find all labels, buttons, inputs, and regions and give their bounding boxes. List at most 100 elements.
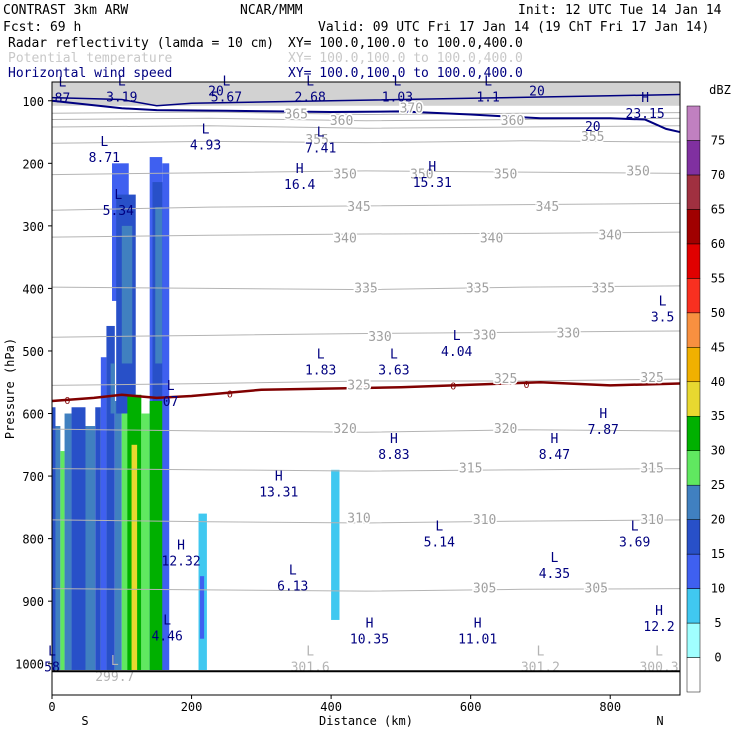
colorbar-tick-label: 65 — [711, 202, 725, 216]
theta-line — [51, 125, 681, 129]
wind-extremum-value: 12.2 — [643, 620, 674, 635]
wind-extremum-value: 7.87 — [588, 423, 619, 438]
reflectivity-cell — [52, 407, 56, 670]
wind-extremum-type: L — [317, 126, 325, 141]
y-tick-label: 600 — [22, 408, 44, 422]
wind-extremum-value: 15.31 — [413, 176, 452, 191]
zero-wind-line — [51, 380, 681, 403]
colorbar-tick-label: 45 — [711, 340, 725, 354]
zero-wind-mark: 0 — [227, 390, 233, 401]
forecast-hour: Fcst: 69 h — [3, 20, 81, 35]
colorbar-tick-label: 75 — [711, 133, 725, 147]
wind-extremum-value: 7.41 — [305, 142, 336, 157]
reflectivity-cell — [55, 426, 61, 670]
field-xy: XY= 100.0,100.0 to 100.0,400.0 — [288, 36, 523, 51]
reflectivity-cell — [95, 407, 101, 670]
theta-label: 360 — [330, 114, 353, 129]
theta-label: 365 — [284, 108, 307, 123]
wind-extremum-type: L — [390, 348, 398, 363]
wind-extremum-value: 87 — [55, 92, 71, 107]
theta-line — [51, 588, 681, 592]
wind-extremum-value: 6.13 — [277, 579, 308, 594]
reflectivity-cell — [121, 413, 129, 670]
wind-extremum-value: 13.31 — [259, 486, 298, 501]
field-xy: XY= 100.0,100.0 to 100.0,400.0 — [288, 51, 523, 66]
reflectivity-fill — [52, 157, 340, 670]
zero-wind-mark: 0 — [450, 381, 456, 392]
y-axis-label: Pressure (hPa) — [3, 338, 17, 439]
wind-extremum-value: 4.35 — [539, 567, 570, 582]
colorbar-tick-label: 35 — [711, 409, 725, 423]
valid-time: Valid: 09 UTC Fri 17 Jan 14 (19 ChT Fri … — [318, 20, 709, 35]
wind-extremum-value: 16.4 — [284, 178, 315, 193]
colorbar-tick-label: 0 — [714, 651, 721, 665]
wind-extremum-value: 23.15 — [626, 107, 665, 122]
theta-line — [51, 202, 681, 211]
field-name: Potential temperature — [8, 51, 173, 66]
model-title: CONTRAST 3km ARW — [3, 3, 128, 18]
reflectivity-cell — [199, 576, 205, 639]
wind-20-label: 20 — [208, 84, 224, 99]
theta-line — [51, 428, 681, 433]
theta-label: 305 — [585, 582, 608, 597]
reflectivity-cell — [64, 413, 72, 670]
reflectivity-cell — [149, 401, 164, 670]
theta-label: 325 — [494, 372, 517, 387]
wind-10-line — [51, 93, 681, 107]
colorbar-swatch — [686, 209, 701, 245]
x-tick-label: 800 — [599, 700, 621, 714]
wind-extremum-value: 11.01 — [458, 633, 497, 648]
wind-extremum-type: H — [474, 617, 482, 632]
wind-extremum-type: L — [453, 329, 461, 344]
south-label: S — [81, 714, 88, 728]
colorbar-swatch — [686, 243, 701, 279]
colorbar: 0 5 10 15 20 25 30 35 40 45 50 55 60 65 70 75 dBZ — [686, 83, 731, 693]
colorbar-unit: dBZ — [709, 83, 731, 97]
y-tick-label: 400 — [22, 282, 44, 296]
wind-extremum-value: 1.83 — [305, 364, 336, 379]
theta-extremum-type: L — [306, 645, 314, 660]
colorbar-swatch — [686, 105, 701, 141]
wind-extremum-value: 10.35 — [350, 633, 389, 648]
theta-label: 350 — [494, 168, 517, 183]
reflectivity-cell — [100, 357, 107, 670]
x-axis-label: Distance (km) — [319, 714, 413, 728]
theta-label: 335 — [592, 281, 615, 296]
colorbar-swatch — [686, 278, 701, 314]
wind-extremum-type: H — [550, 432, 558, 447]
plot-frame — [51, 81, 681, 696]
colorbar-swatch — [686, 450, 701, 486]
field-xy: XY= 100.0,100.0 to 100.0,400.0 — [288, 66, 523, 81]
theta-label: 325 — [347, 378, 370, 393]
x-tick-label: 200 — [181, 700, 203, 714]
theta-extremum-value: 299.7 — [95, 670, 134, 685]
wind-extremum-value: 8.47 — [539, 448, 570, 463]
theta-line — [51, 111, 681, 116]
wind-extremum-type: L — [167, 379, 175, 394]
wind-extremum-value: 1.1 — [476, 90, 499, 105]
theta-contours — [51, 82, 681, 592]
wind-extremum-value: 5.67 — [211, 90, 242, 105]
org-title: NCAR/MMM — [240, 3, 303, 18]
wind-extremum-type: L — [631, 520, 639, 535]
colorbar-tick-label: 10 — [711, 582, 725, 596]
theta-label: 355 — [581, 130, 604, 145]
y-tick-label: 1000 — [15, 658, 44, 672]
colorbar-swatch — [686, 553, 701, 589]
colorbar-swatch — [686, 588, 701, 624]
theta-label: 345 — [536, 200, 559, 215]
wind-extremum-value: 12.32 — [162, 554, 201, 569]
colorbar-swatch — [686, 657, 701, 693]
reflectivity-cell — [162, 163, 170, 670]
theta-extremum-value: 300.3 — [639, 661, 678, 676]
stratosphere-band — [52, 82, 680, 106]
theta-label: 330 — [473, 328, 496, 343]
colorbar-tick-label: 50 — [711, 306, 725, 320]
theta-line — [51, 140, 681, 144]
wind-extremum-type: L — [114, 188, 122, 203]
init-time: Init: 12 UTC Tue 14 Jan 14 — [518, 3, 722, 18]
wind-extremum-type: H — [641, 91, 649, 106]
theta-extremum-type: L — [111, 654, 119, 669]
theta-label: 310 — [347, 512, 370, 527]
zero-wind-mark: 0 — [523, 380, 529, 391]
